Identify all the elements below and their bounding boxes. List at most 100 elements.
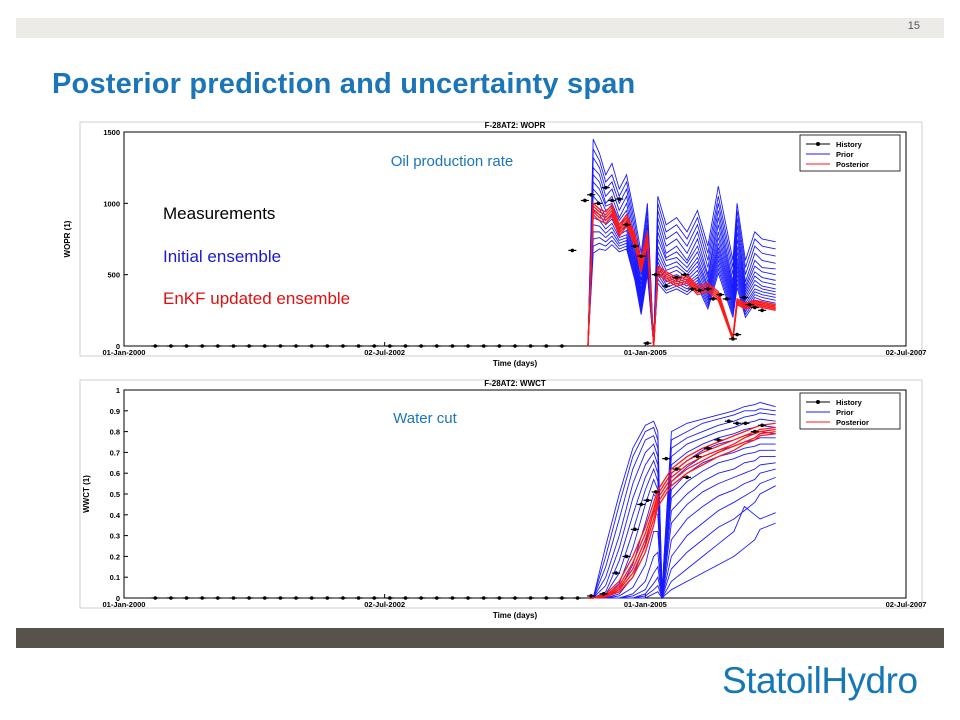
- wwct-history-point: [278, 596, 283, 600]
- wopr-prior-line: [587, 235, 776, 347]
- wopr-prior-line: [587, 180, 776, 347]
- wopr-history-point: [325, 344, 330, 348]
- wopr-chart-label: Oil production rate: [391, 153, 514, 170]
- wwct-prior-line: [587, 522, 776, 599]
- wopr-y-axis-label: WOPR (1): [63, 220, 72, 257]
- wopr-chart-frame: [79, 121, 923, 357]
- wwct-history-point: [184, 596, 189, 600]
- wwct-prior-line: [587, 456, 776, 599]
- wopr-history-point: [747, 302, 752, 307]
- wwct-history-point: [341, 596, 345, 600]
- wopr-history-point: [753, 305, 757, 310]
- wwct-posterior-line: [587, 433, 776, 599]
- wopr-history-point: [497, 344, 502, 348]
- wwct-history-point: [231, 596, 236, 600]
- wopr-history-point: [690, 287, 695, 291]
- wopr-history-point: [294, 344, 298, 348]
- wwct-history-point: [247, 596, 251, 600]
- wwct-history-point: [560, 596, 564, 600]
- wopr-history-point: [742, 295, 747, 300]
- wwct-prior-line: [587, 443, 776, 599]
- measurements-label: Measurements: [163, 204, 276, 223]
- wwct-history-point: [388, 596, 392, 600]
- wopr-history-point: [513, 344, 517, 348]
- wwct-y-tick-label: 0.5: [110, 490, 120, 499]
- wopr-prior-line: [587, 138, 776, 347]
- top-bar: [16, 18, 944, 38]
- wwct-posterior-line: [587, 428, 776, 599]
- wwct-chart-title: F-28AT2: WWCT: [484, 379, 546, 388]
- wopr-history-point: [683, 272, 687, 277]
- wwct-history-point: [639, 502, 643, 507]
- wopr-history-point: [341, 344, 345, 348]
- wopr-history-point: [356, 344, 361, 348]
- wwct-history-point: [435, 596, 439, 600]
- wwct-x-tick-label: 01-Jan-2000: [103, 600, 146, 609]
- wopr-y-tick-label: 500: [107, 271, 120, 280]
- wopr-history-point: [735, 332, 739, 337]
- wopr-history-point: [653, 272, 658, 277]
- wwct-posterior-line: [587, 426, 776, 599]
- wopr-prior-line: [587, 147, 776, 347]
- wwct-history-point: [153, 596, 158, 600]
- wwct-y-tick-label: 0.7: [110, 448, 120, 457]
- wopr-history-point: [697, 288, 702, 293]
- wopr-history-point: [247, 344, 251, 348]
- wopr-history-point: [706, 287, 710, 291]
- wwct-y-tick-label: 0.9: [110, 407, 120, 416]
- wopr-history-point: [718, 292, 723, 297]
- wwct-history-point: [726, 419, 731, 424]
- wopr-y-tick-label: 1000: [103, 199, 120, 208]
- wopr-history-point: [372, 344, 377, 348]
- wwct-y-tick-label: 0.3: [110, 532, 120, 541]
- initial-ensemble-label: Initial ensemble: [163, 247, 282, 266]
- wwct-history-point: [294, 596, 298, 600]
- wwct-y-tick-label: 0.6: [110, 469, 120, 478]
- wopr-legend-entry: History: [836, 140, 863, 149]
- wopr-x-tick-label: 02-Jul-2002: [364, 348, 405, 357]
- wopr-history-point: [309, 344, 314, 348]
- wopr-posterior-line: [587, 213, 776, 347]
- wopr-legend-entry: Prior: [836, 150, 854, 159]
- wopr-prior-line: [587, 173, 776, 347]
- wwct-history-point: [601, 592, 606, 596]
- wopr-x-axis-label: Time (days): [493, 359, 538, 368]
- wopr-y-tick-label: 0: [116, 342, 120, 351]
- wopr-history-point: [639, 254, 643, 258]
- wwct-x-tick-label: 02-Jul-2002: [364, 600, 405, 609]
- wopr-history-point: [528, 344, 533, 348]
- wopr-history-point: [570, 248, 575, 253]
- wopr-history-point: [560, 344, 564, 348]
- wopr-history-point: [403, 344, 408, 348]
- bottom-bar: [16, 628, 944, 648]
- wopr-history-point: [169, 344, 173, 348]
- wopr-posterior-line: [587, 204, 776, 347]
- wopr-history-point: [711, 297, 715, 301]
- wwct-chart-label: Water cut: [393, 410, 457, 427]
- wopr-history-point: [603, 185, 608, 190]
- wwct-history-point: [743, 421, 748, 426]
- wopr-legend-entry: Posterior: [836, 160, 869, 169]
- wwct-history-point: [169, 596, 173, 600]
- wwct-history-point: [325, 596, 330, 600]
- wopr-prior-line: [587, 209, 776, 347]
- wopr-prior-line: [587, 244, 776, 347]
- wopr-history-point: [610, 198, 614, 203]
- wwct-y-tick-label: 0.8: [110, 428, 120, 437]
- wwct-history-point: [674, 467, 679, 471]
- wopr-history-point: [466, 344, 470, 348]
- wopr-history-point: [200, 344, 204, 348]
- wwct-history-point: [575, 596, 580, 600]
- wopr-x-tick-label: 01-Jan-2005: [624, 348, 667, 357]
- wopr-history-point: [645, 341, 650, 345]
- slide-title: Posterior prediction and uncertainty spa…: [52, 68, 636, 100]
- wopr-legend-box: [799, 134, 901, 172]
- wopr-history-point: [724, 297, 729, 301]
- wwct-history-point: [653, 490, 658, 494]
- wopr-history-point: [731, 337, 735, 341]
- wwct-chart-frame: [79, 379, 923, 609]
- wopr-history-point: [589, 192, 593, 197]
- wopr-history-point: [544, 344, 549, 348]
- wopr-posterior-line: [587, 210, 776, 347]
- wopr-prior-line: [587, 156, 776, 347]
